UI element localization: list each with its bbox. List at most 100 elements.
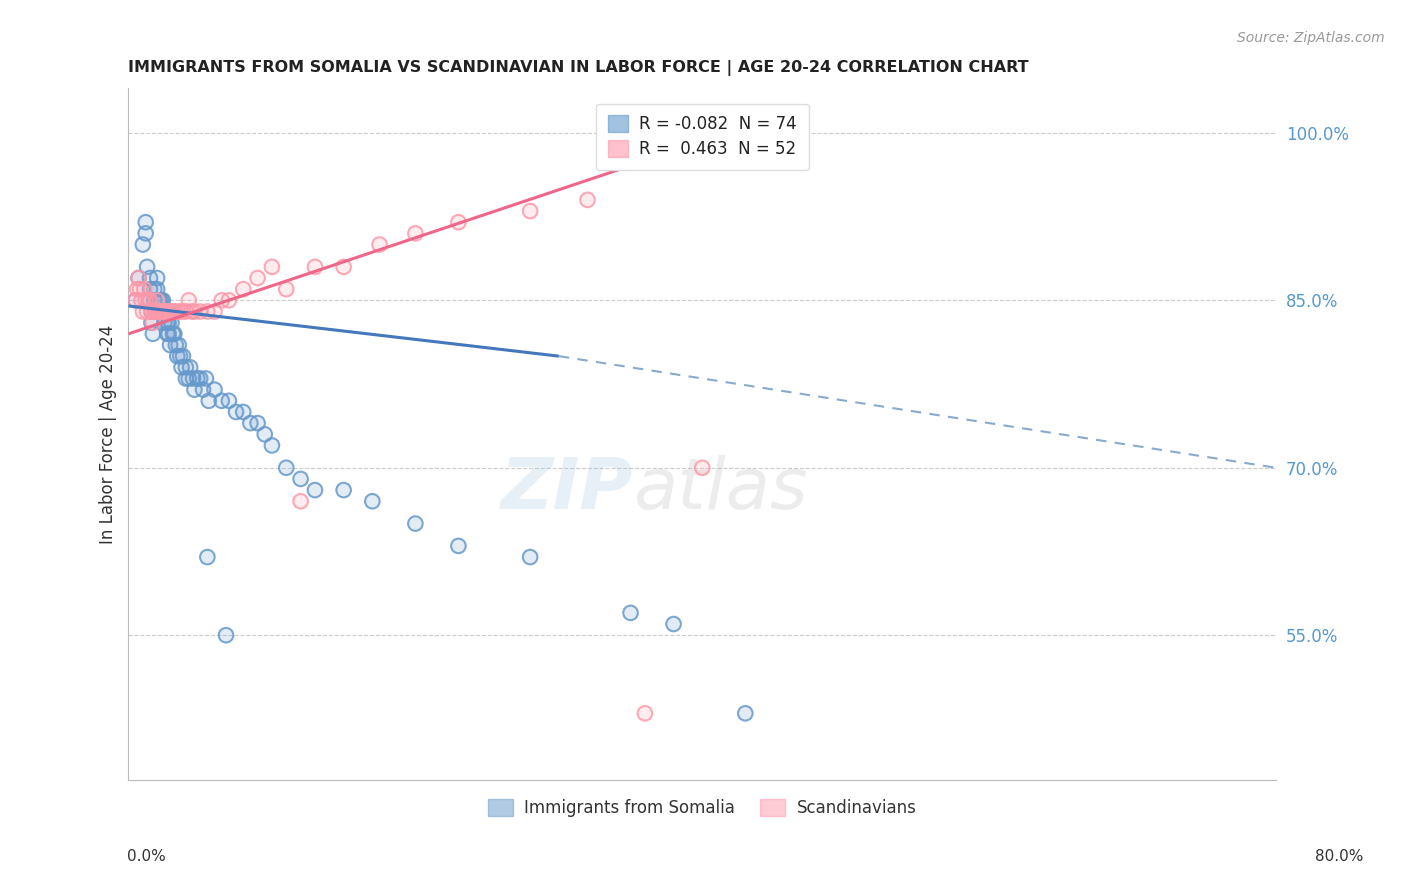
Point <box>155 304 177 318</box>
Point <box>183 383 205 397</box>
Point <box>160 316 183 330</box>
Point <box>156 326 179 341</box>
Point <box>124 293 146 308</box>
Point <box>183 304 205 318</box>
Point <box>332 483 354 497</box>
Point <box>519 204 541 219</box>
Point <box>290 494 312 508</box>
Point <box>276 460 298 475</box>
Point <box>662 617 685 632</box>
Point <box>136 260 159 274</box>
Point <box>156 326 179 341</box>
Point <box>332 260 354 274</box>
Point <box>132 304 155 318</box>
Point <box>129 282 152 296</box>
Point <box>211 393 233 408</box>
Point <box>139 271 162 285</box>
Point <box>634 706 657 721</box>
Point <box>177 371 200 385</box>
Point <box>183 383 205 397</box>
Point <box>734 126 756 140</box>
Point <box>157 304 180 318</box>
Point <box>128 271 150 285</box>
Point <box>179 360 201 375</box>
Point <box>139 282 162 296</box>
Point <box>304 483 326 497</box>
Point <box>153 316 176 330</box>
Point <box>165 338 187 352</box>
Point <box>519 204 541 219</box>
Point <box>276 282 298 296</box>
Point <box>195 304 218 318</box>
Point <box>128 271 150 285</box>
Point <box>332 260 354 274</box>
Point <box>218 293 240 308</box>
Point <box>361 494 384 508</box>
Point <box>141 316 163 330</box>
Point <box>166 304 188 318</box>
Point <box>142 326 165 341</box>
Point <box>153 316 176 330</box>
Point <box>136 304 159 318</box>
Point <box>174 360 197 375</box>
Point <box>169 349 191 363</box>
Point <box>139 293 162 308</box>
Point <box>149 304 172 318</box>
Point <box>135 227 157 241</box>
Point <box>177 293 200 308</box>
Point <box>232 282 254 296</box>
Point <box>166 304 188 318</box>
Point <box>179 360 201 375</box>
Point <box>690 460 713 475</box>
Point <box>169 349 191 363</box>
Point <box>186 371 208 385</box>
Point <box>156 304 179 318</box>
Point <box>361 494 384 508</box>
Point <box>218 393 240 408</box>
Point <box>734 126 756 140</box>
Point <box>145 304 167 318</box>
Point <box>150 304 173 318</box>
Point <box>139 282 162 296</box>
Point <box>225 405 247 419</box>
Point <box>132 237 155 252</box>
Point <box>619 606 641 620</box>
Point <box>136 304 159 318</box>
Point <box>163 326 186 341</box>
Point <box>232 405 254 419</box>
Point <box>634 706 657 721</box>
Point <box>135 215 157 229</box>
Point <box>148 293 170 308</box>
Point <box>662 617 685 632</box>
Point <box>188 304 211 318</box>
Point <box>131 293 153 308</box>
Point <box>195 304 218 318</box>
Point <box>404 516 426 531</box>
Point <box>157 316 180 330</box>
Text: IMMIGRANTS FROM SOMALIA VS SCANDINAVIAN IN LABOR FORCE | AGE 20-24 CORRELATION C: IMMIGRANTS FROM SOMALIA VS SCANDINAVIAN … <box>128 60 1029 76</box>
Point <box>152 293 174 308</box>
Point <box>149 304 172 318</box>
Point <box>183 304 205 318</box>
Point <box>172 349 194 363</box>
Point <box>204 383 226 397</box>
Point <box>141 304 163 318</box>
Point <box>253 427 276 442</box>
Point <box>447 539 470 553</box>
Point <box>215 628 238 642</box>
Point <box>153 304 176 318</box>
Point <box>181 371 204 385</box>
Point <box>260 438 283 452</box>
Point <box>290 494 312 508</box>
Point <box>194 371 217 385</box>
Point <box>276 282 298 296</box>
Point <box>146 293 169 308</box>
Point <box>160 304 183 318</box>
Point <box>145 304 167 318</box>
Point <box>135 215 157 229</box>
Point <box>155 304 177 318</box>
Point <box>150 304 173 318</box>
Point <box>290 472 312 486</box>
Point <box>576 193 599 207</box>
Point <box>174 304 197 318</box>
